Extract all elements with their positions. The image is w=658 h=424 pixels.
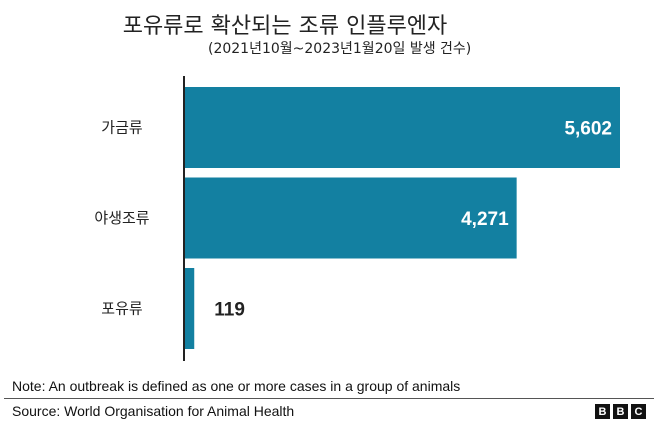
logo-letter: B — [595, 404, 610, 419]
bar — [185, 87, 620, 168]
footer-divider — [4, 398, 654, 399]
category-label: 가금류 — [101, 119, 143, 137]
logo-letter: B — [613, 404, 628, 419]
logo-letter: C — [631, 404, 646, 419]
bar — [185, 177, 517, 259]
bar — [185, 268, 195, 349]
chart-note: Note: An outbreak is defined as one or m… — [12, 378, 461, 394]
chart-source: Source: World Organisation for Animal He… — [12, 403, 295, 419]
value-label: 119 — [214, 300, 245, 321]
value-label: 4,271 — [461, 209, 509, 230]
value-label: 5,602 — [564, 119, 612, 140]
chart-title: 포유류로 확산되는 조류 인플루엔자 — [0, 8, 658, 40]
chart-title-text: 포유류로 확산되는 조류 인플루엔자 — [122, 14, 448, 39]
category-label: 야생조류 — [94, 209, 149, 227]
category-label: 포유류 — [101, 300, 143, 318]
chart-subtitle: (2021년10월~2023년1월20일 발생 건수) — [208, 41, 472, 57]
bbc-logo: B B C — [595, 404, 646, 419]
